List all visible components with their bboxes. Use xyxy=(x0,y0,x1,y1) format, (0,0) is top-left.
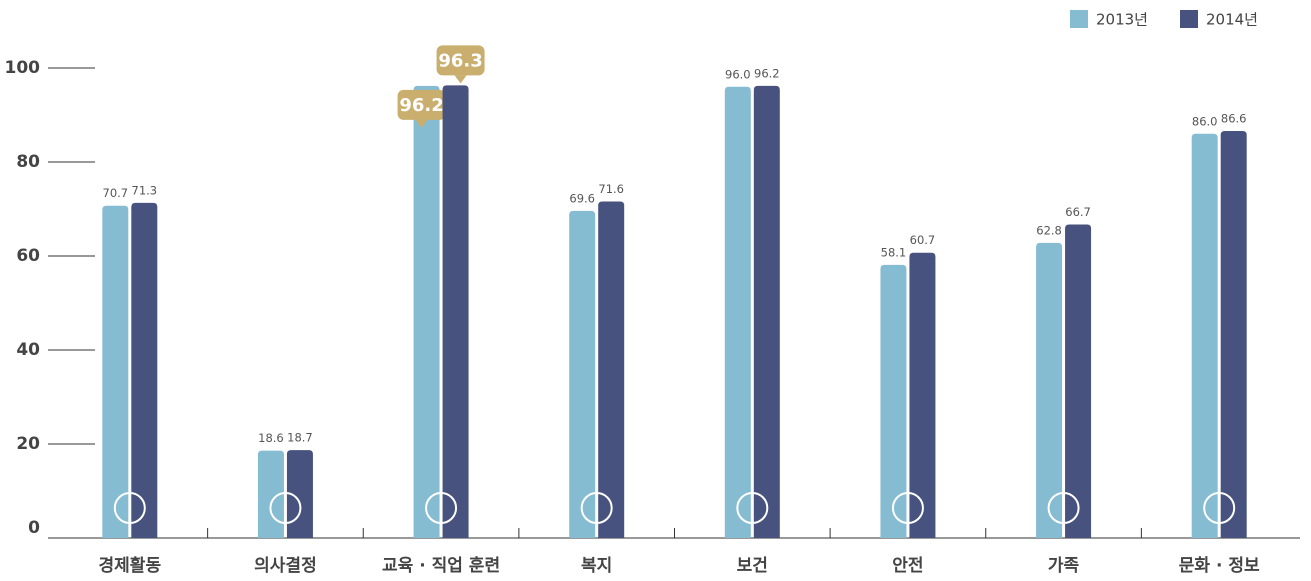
bar xyxy=(257,450,284,538)
bar xyxy=(131,202,158,538)
callout xyxy=(397,89,446,120)
category-icon xyxy=(1203,492,1236,524)
callout-pointer xyxy=(415,119,428,128)
bar xyxy=(724,86,751,539)
y-tick-label: 100 xyxy=(5,58,41,78)
bar xyxy=(286,450,313,538)
value-label: 86.0 xyxy=(1192,114,1218,128)
x-tick-label: 의사결정 xyxy=(254,556,317,576)
legend-swatch xyxy=(1180,10,1198,28)
legend-label: 2014년 xyxy=(1206,11,1258,29)
value-label: 71.3 xyxy=(132,183,158,197)
value-label: 18.7 xyxy=(287,431,313,445)
x-tick-label: 문화 · 정보 xyxy=(1179,556,1260,576)
y-tick-label: 40 xyxy=(16,340,40,360)
x-tick-label: 안전 xyxy=(892,556,923,576)
category-icon xyxy=(1047,492,1080,524)
value-label: 96.2 xyxy=(754,66,780,80)
value-label: 86.6 xyxy=(1221,111,1247,125)
callout-label: 96.2 xyxy=(399,95,443,116)
bar xyxy=(569,210,596,538)
x-tick-label: 복지 xyxy=(581,556,612,576)
category-icon xyxy=(580,492,613,524)
legend-label: 2013년 xyxy=(1096,11,1148,29)
bar xyxy=(413,85,440,539)
value-label: 71.6 xyxy=(598,182,624,196)
value-label: 69.6 xyxy=(569,191,595,205)
callout xyxy=(436,45,485,76)
bar xyxy=(1065,224,1092,538)
callout-label: 96.3 xyxy=(438,50,482,71)
value-label: 70.7 xyxy=(103,186,129,200)
value-label: 96.0 xyxy=(725,67,751,81)
bar xyxy=(753,85,780,539)
bar xyxy=(598,201,625,539)
y-tick-label: 20 xyxy=(16,434,40,454)
category-icon xyxy=(113,492,146,524)
bar xyxy=(102,205,129,538)
y-tick-label: 0 xyxy=(28,518,40,538)
category-icon xyxy=(891,492,924,524)
bar xyxy=(1220,130,1247,539)
y-tick-label: 60 xyxy=(16,246,40,266)
y-tick-label: 80 xyxy=(16,152,40,172)
value-label: 60.7 xyxy=(910,233,936,247)
x-tick-label: 보건 xyxy=(737,556,768,576)
category-icon xyxy=(425,492,458,524)
bar xyxy=(1191,133,1218,539)
bar xyxy=(909,252,936,538)
legend-swatch xyxy=(1070,10,1088,28)
x-tick-label: 가족 xyxy=(1048,556,1080,576)
value-label: 62.8 xyxy=(1036,223,1062,237)
bar xyxy=(880,264,907,538)
x-tick-label: 경제활동 xyxy=(99,555,162,576)
bar xyxy=(442,85,469,538)
category-icon xyxy=(736,492,769,524)
value-label: 66.7 xyxy=(1065,205,1091,219)
value-label: 18.6 xyxy=(258,431,284,445)
category-icon xyxy=(269,492,302,524)
callout-pointer xyxy=(454,75,467,84)
value-label: 58.1 xyxy=(881,245,907,259)
x-tick-label: 교육 · 직업 훈련 xyxy=(382,555,500,576)
bar xyxy=(1036,242,1063,538)
